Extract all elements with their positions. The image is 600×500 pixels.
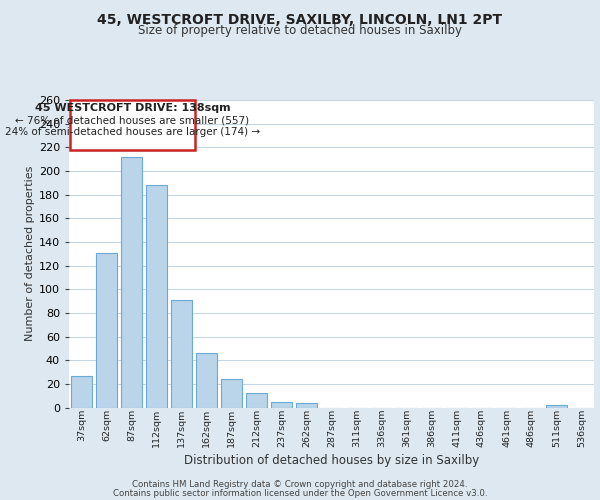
Bar: [96, 252, 117, 408]
Y-axis label: Number of detached properties: Number of detached properties: [25, 166, 35, 342]
Bar: [146, 185, 167, 408]
FancyBboxPatch shape: [70, 100, 195, 150]
Bar: [246, 394, 267, 407]
Text: 24% of semi-detached houses are larger (174) →: 24% of semi-detached houses are larger (…: [5, 127, 260, 137]
Bar: [546, 405, 567, 407]
X-axis label: Distribution of detached houses by size in Saxilby: Distribution of detached houses by size …: [184, 454, 479, 468]
Bar: [171, 300, 192, 408]
Bar: [271, 402, 292, 407]
Text: ← 76% of detached houses are smaller (557): ← 76% of detached houses are smaller (55…: [16, 115, 250, 125]
Bar: [196, 353, 217, 408]
Bar: [121, 157, 142, 407]
Bar: [296, 403, 317, 407]
Text: 45 WESTCROFT DRIVE: 138sqm: 45 WESTCROFT DRIVE: 138sqm: [35, 104, 230, 114]
Bar: [71, 376, 92, 408]
Text: Contains public sector information licensed under the Open Government Licence v3: Contains public sector information licen…: [113, 488, 487, 498]
Text: Contains HM Land Registry data © Crown copyright and database right 2024.: Contains HM Land Registry data © Crown c…: [132, 480, 468, 489]
Text: Size of property relative to detached houses in Saxilby: Size of property relative to detached ho…: [138, 24, 462, 37]
Text: 45, WESTCROFT DRIVE, SAXILBY, LINCOLN, LN1 2PT: 45, WESTCROFT DRIVE, SAXILBY, LINCOLN, L…: [97, 12, 503, 26]
Bar: [221, 379, 242, 408]
